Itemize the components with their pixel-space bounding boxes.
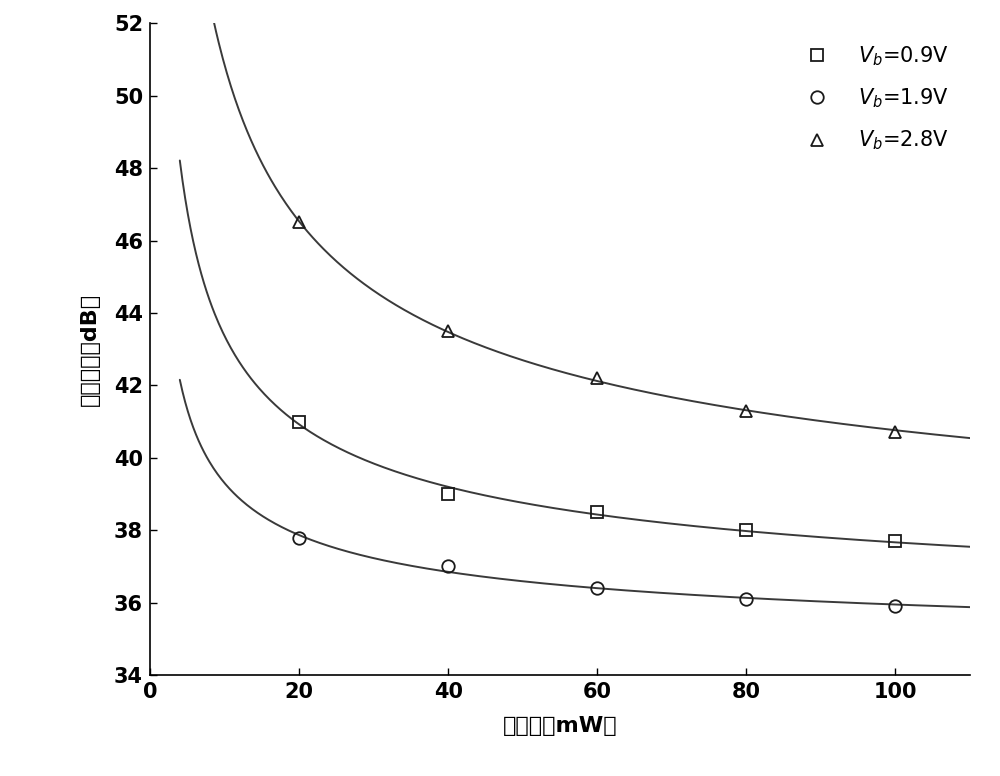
X-axis label: 光功率（mW）: 光功率（mW） bbox=[503, 716, 617, 736]
Y-axis label: 噪声系数（dB）: 噪声系数（dB） bbox=[80, 293, 100, 406]
Legend: $\mathit{V}_b$=0.9V, $\mathit{V}_b$=1.9V, $\mathit{V}_b$=2.8V: $\mathit{V}_b$=0.9V, $\mathit{V}_b$=1.9V… bbox=[785, 33, 960, 163]
